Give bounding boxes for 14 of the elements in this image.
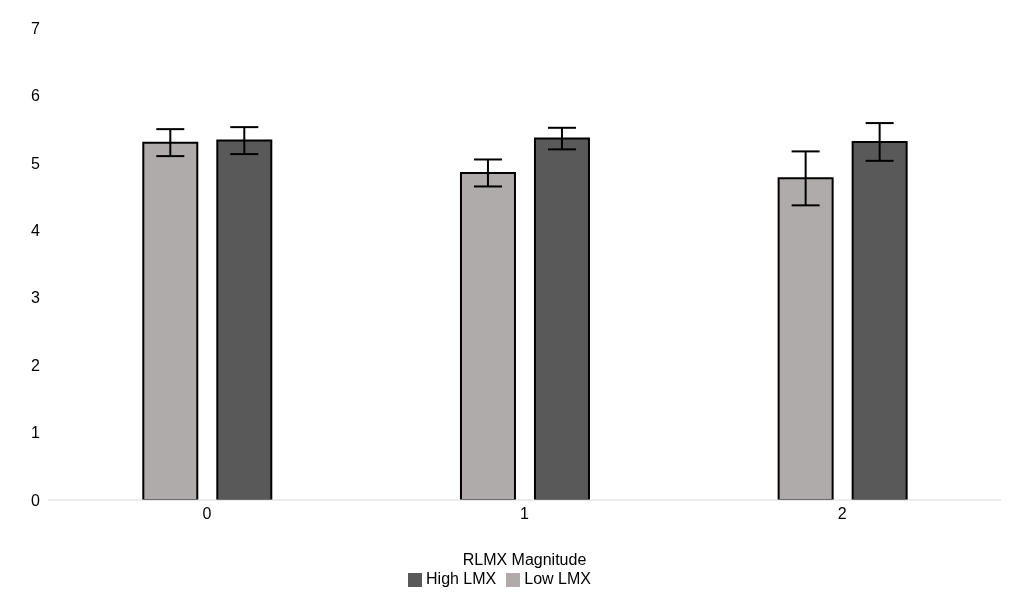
x-tick-label: 1 (520, 505, 530, 523)
y-tick-label: 7 (31, 19, 41, 37)
y-tick-label: 5 (31, 154, 41, 172)
y-tick-label: 1 (31, 424, 41, 442)
y-tick-label: 3 (31, 289, 41, 307)
y-tick-label: 4 (31, 221, 41, 239)
y-tick-label: 6 (31, 87, 41, 105)
y-tick-label: 0 (31, 491, 41, 509)
x-tick-label: 0 (202, 505, 212, 523)
x-axis-title: RLMX Magnitude (462, 551, 587, 568)
y-tick-label: 2 (31, 356, 41, 374)
legend-label: Low LMX (524, 570, 591, 587)
x-tick-label: 2 (837, 505, 847, 523)
legend-label: High LMX (426, 570, 497, 587)
